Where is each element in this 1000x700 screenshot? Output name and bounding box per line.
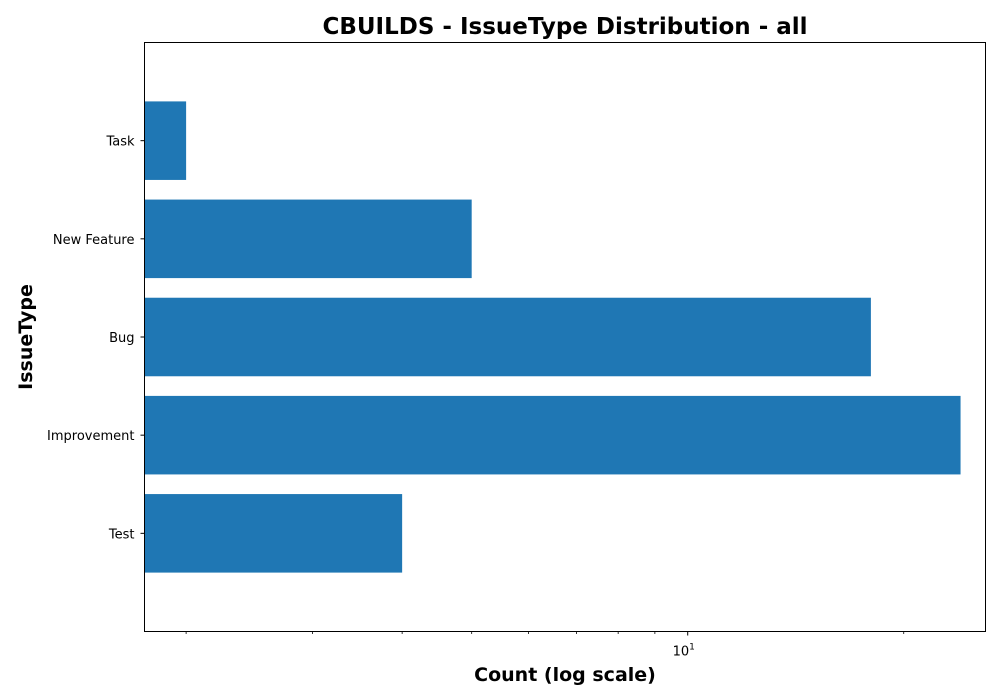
y-axis-ticks: Test Improvement Bug New Feature Task (47, 135, 145, 542)
y-tick-label-new-feature: New Feature (53, 233, 135, 248)
bar-bug (144, 297, 871, 377)
x-axis-ticks: 101 (185, 631, 905, 660)
bars-group (144, 101, 961, 573)
plot-area-frame (144, 42, 986, 632)
chart-title: CBUILDS - IssueType Distribution - all (322, 14, 807, 40)
y-tick-label-improvement: Improvement (47, 429, 134, 444)
y-axis-label: IssueType (15, 284, 37, 390)
bar-test (144, 494, 403, 573)
bar-improvement (144, 395, 961, 475)
bar-task (144, 101, 187, 180)
x-axis-label: Count (log scale) (474, 664, 656, 686)
x-tick-label-10: 101 (673, 643, 695, 660)
y-tick-label-test: Test (108, 527, 135, 542)
bar-new-feature (144, 199, 472, 279)
y-tick-label-task: Task (105, 135, 135, 150)
y-tick-label-bug: Bug (109, 331, 134, 346)
